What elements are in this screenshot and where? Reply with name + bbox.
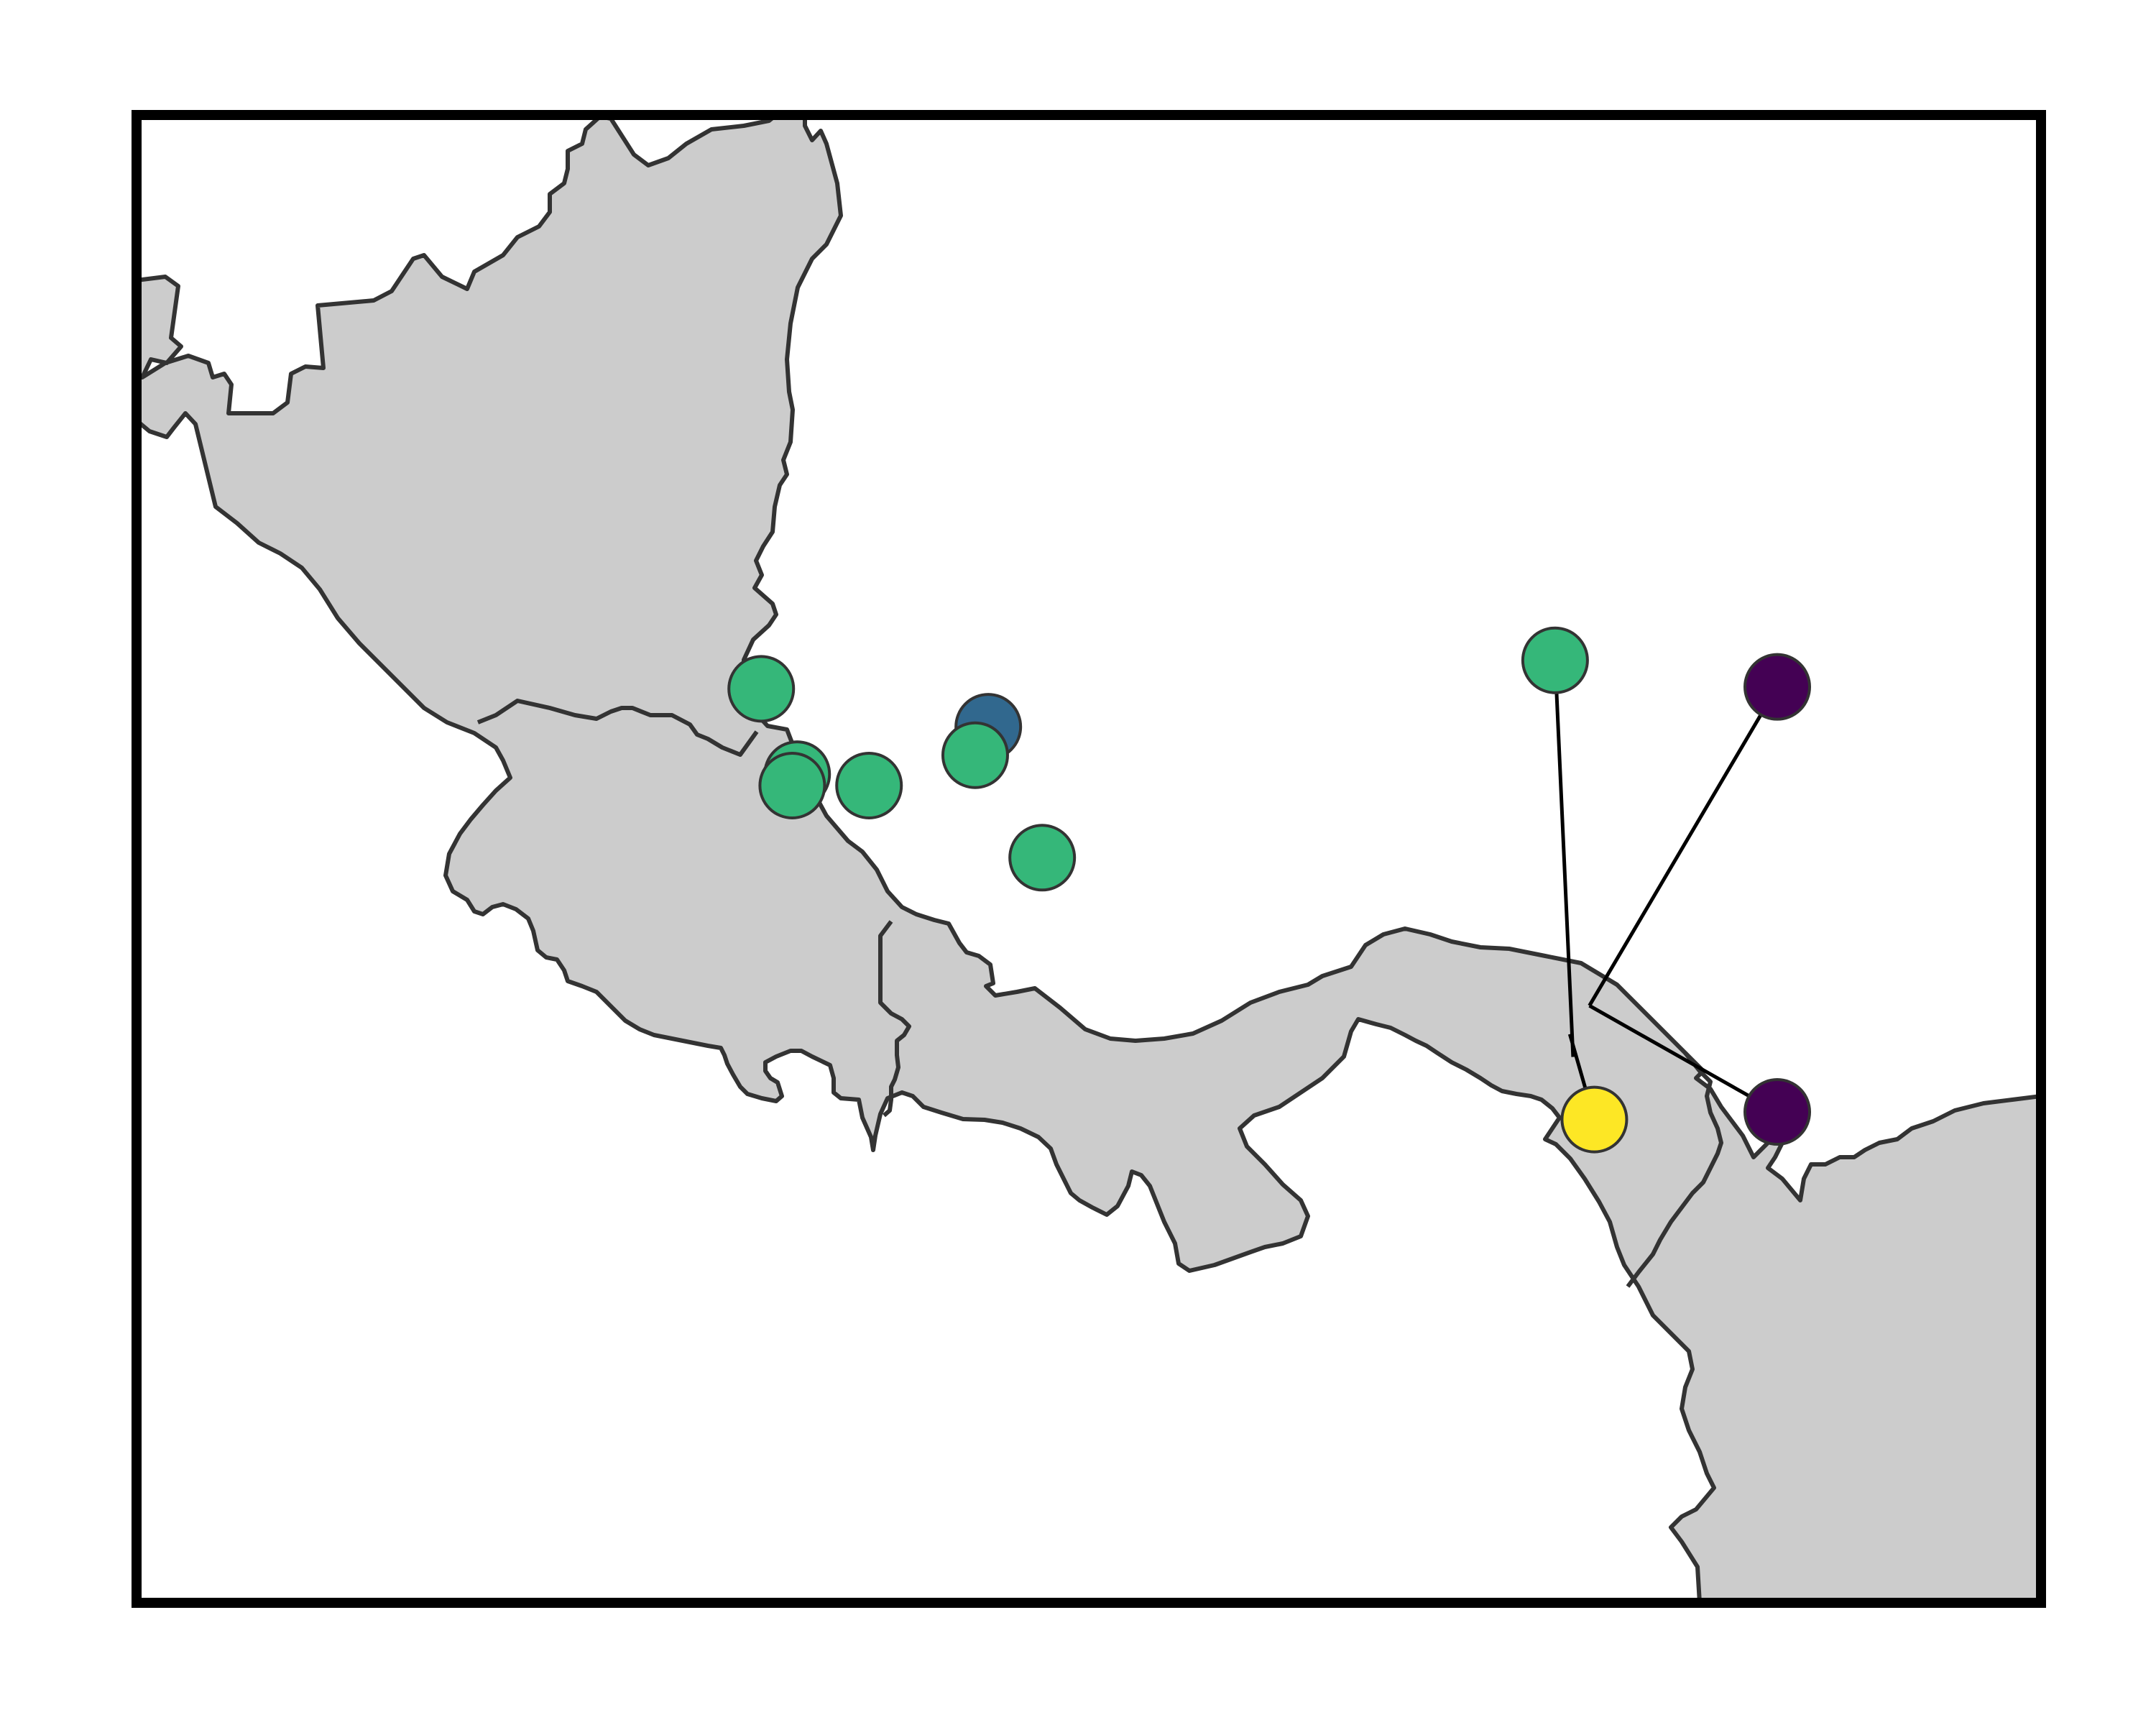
site-marker-c3 [941, 721, 1009, 789]
site-markers [727, 626, 1812, 1154]
site-marker-c1 [1743, 1078, 1812, 1146]
nicaragua-costa-rica-border [476, 699, 759, 757]
site-marker-c3 [727, 655, 796, 723]
site-marker-c3 [1008, 824, 1077, 892]
leader-line [1588, 686, 1779, 1007]
site-marker-c3 [1521, 626, 1589, 694]
central-america-landmass [137, 115, 2041, 1603]
leader-line [1553, 660, 1575, 1057]
site-marker-c3 [835, 751, 903, 819]
site-marker-c3 [758, 751, 826, 819]
site-marker-c1 [1743, 653, 1812, 721]
site-marker-c4 [1560, 1085, 1628, 1154]
leader-lines [1553, 660, 1779, 1121]
map-frame [132, 110, 2046, 1608]
leader-line [1588, 1004, 1779, 1114]
panama-colombia-border [1626, 1052, 1723, 1288]
costa-rica-panama-border [878, 920, 911, 1118]
